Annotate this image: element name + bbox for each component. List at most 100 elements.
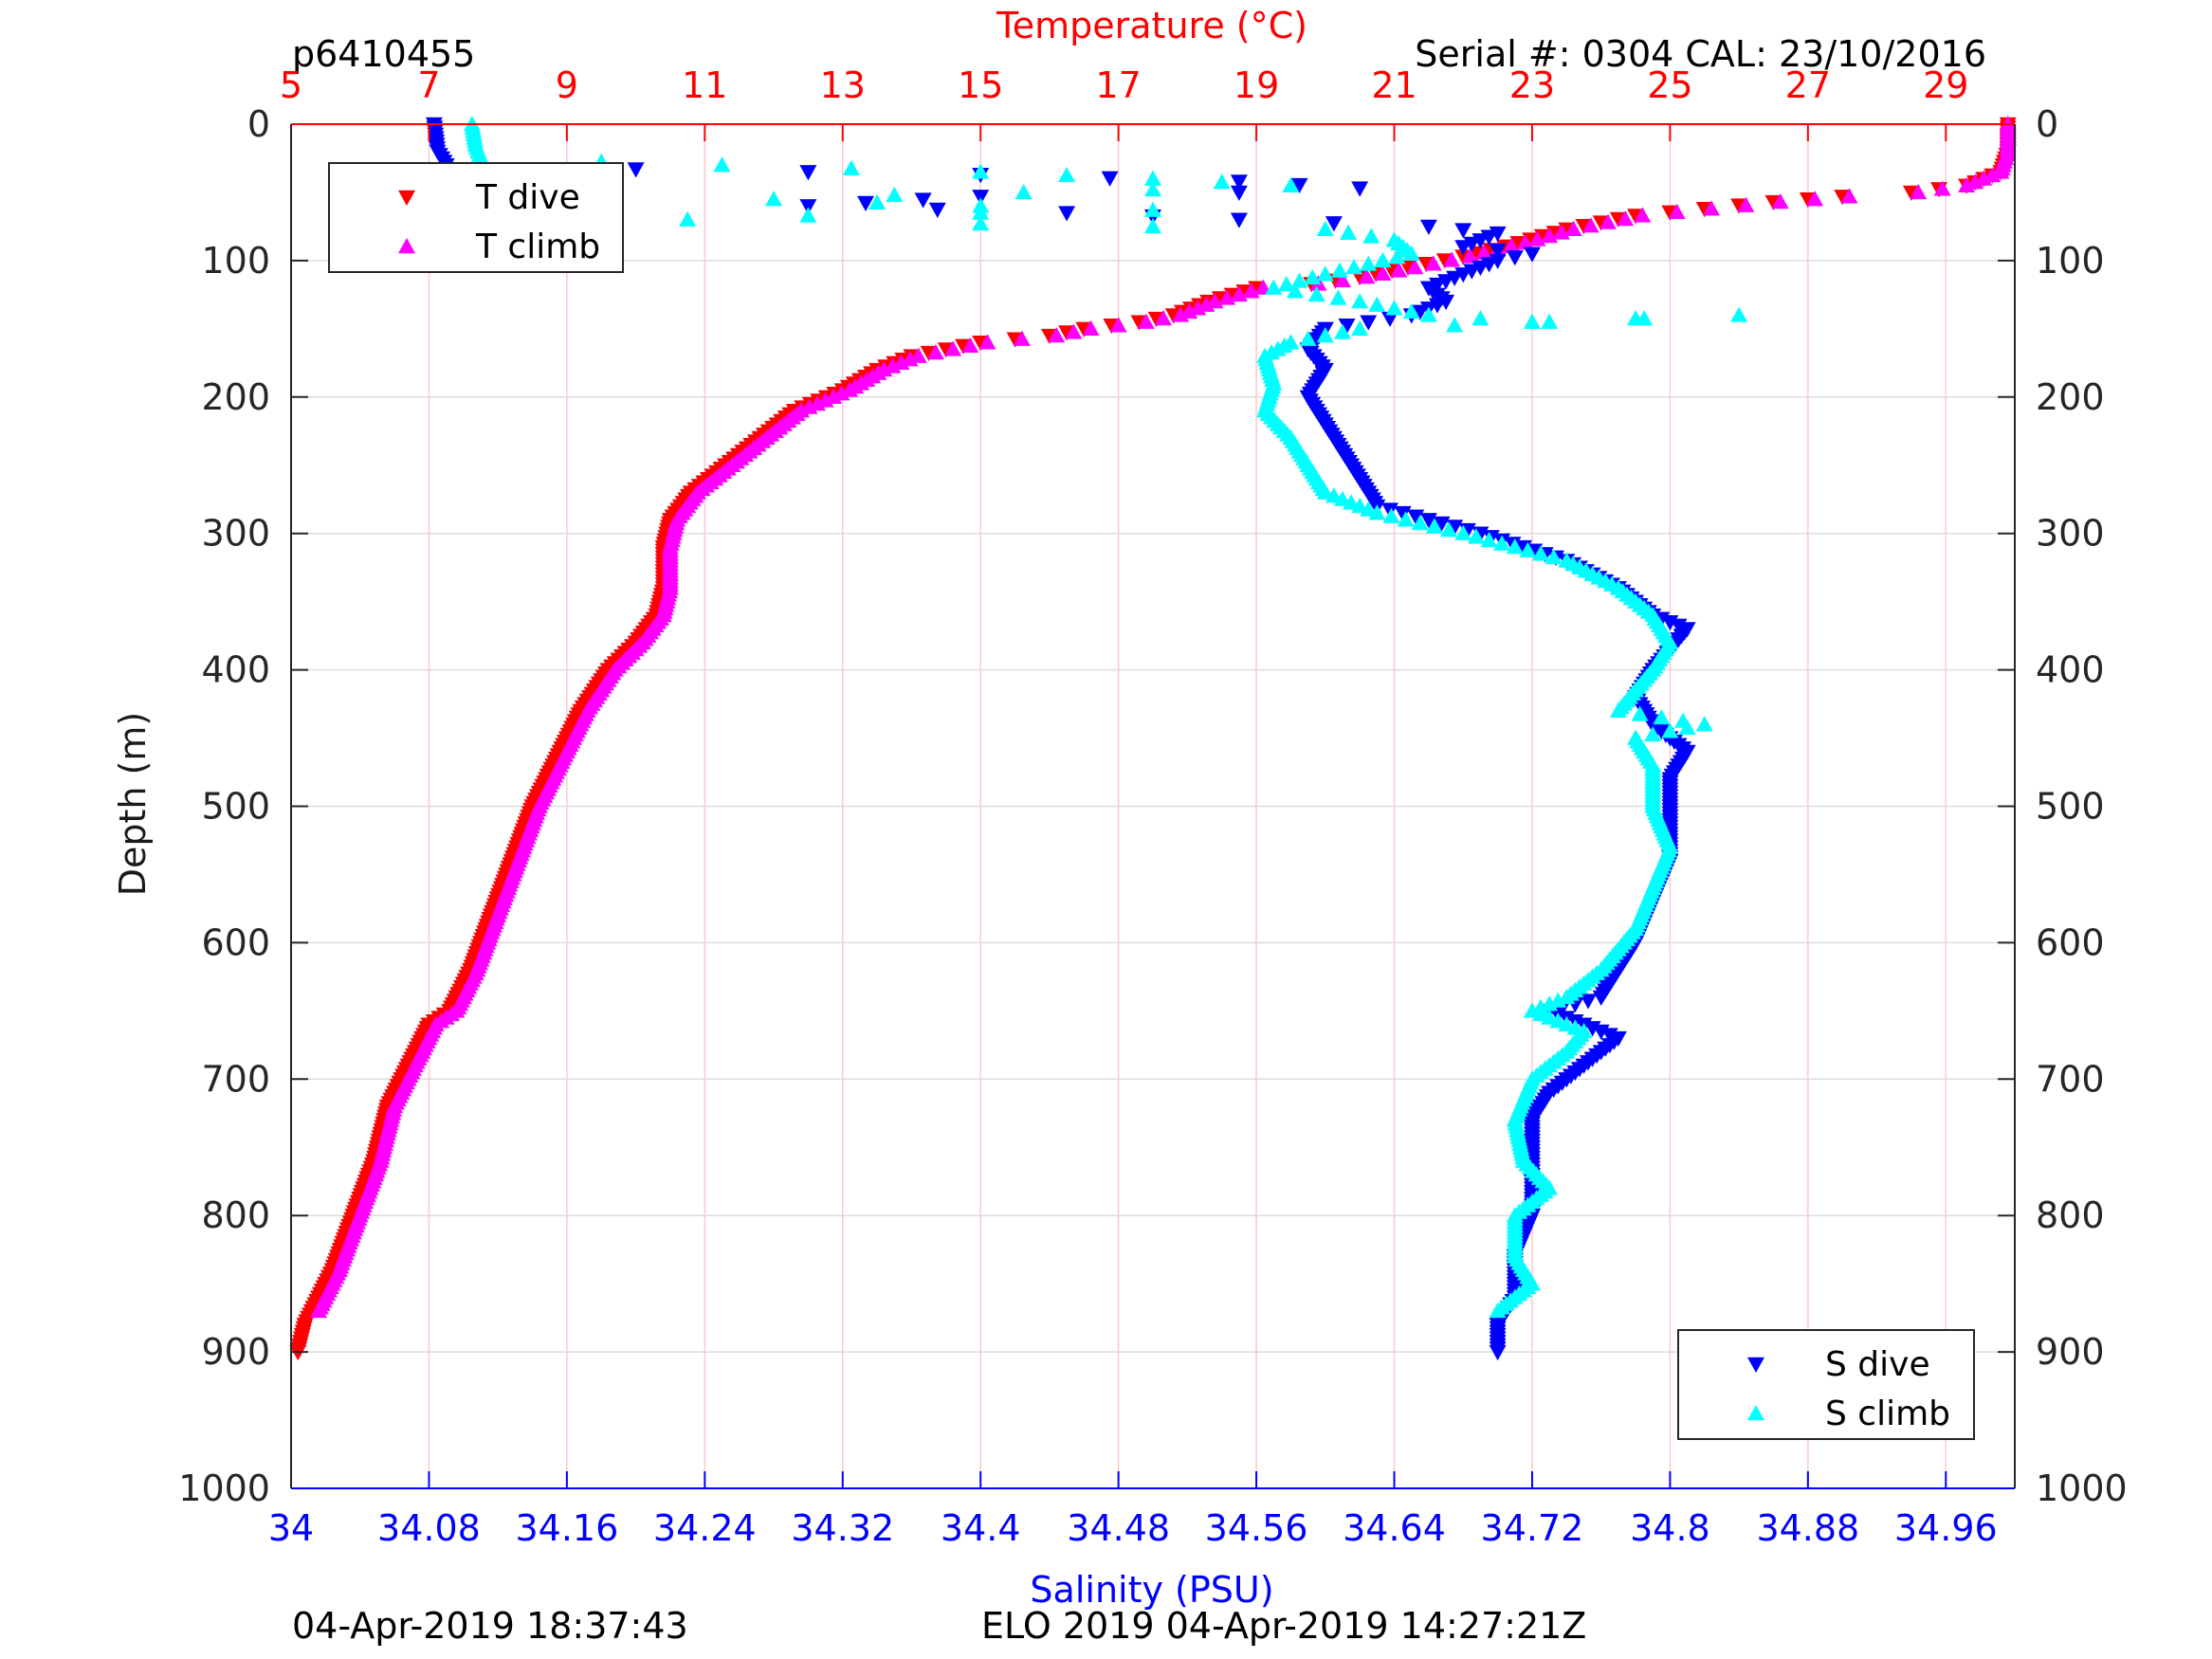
data-point-s_climb xyxy=(1467,528,1485,544)
data-point-t_climb xyxy=(1516,234,1534,250)
depth-tick-label-right: 900 xyxy=(2036,1331,2105,1373)
data-point-s_climb xyxy=(1351,293,1369,309)
data-point-t_climb xyxy=(1082,319,1100,337)
depth-tick-label: 400 xyxy=(201,649,270,691)
data-point-t_climb xyxy=(926,344,944,360)
data-point-t_climb xyxy=(1242,283,1260,299)
data-point-s_climb xyxy=(1489,1302,1507,1319)
data-point-s_climb xyxy=(1299,330,1317,346)
data-point-s_climb xyxy=(1480,531,1498,548)
axes-frame xyxy=(290,123,2016,1489)
temperature-tick-label: 5 xyxy=(280,64,302,106)
data-point-t_climb xyxy=(310,1302,328,1319)
data-point-t_climb xyxy=(1461,247,1479,264)
data-point-t_climb xyxy=(1933,180,1951,196)
data-point-t_climb xyxy=(1374,264,1392,282)
data-point-s_dive xyxy=(1360,315,1378,331)
depth-tick-label: 600 xyxy=(201,921,270,963)
data-point-s_dive xyxy=(1230,212,1248,228)
data-point-s_climb xyxy=(972,215,990,231)
data-point-s_climb xyxy=(1316,327,1334,343)
temperature-tick-label: 25 xyxy=(1647,64,1692,106)
temperature-tick-label: 7 xyxy=(417,64,440,106)
temperature-tick-label: 15 xyxy=(958,64,1003,106)
temperature-tick-label: 27 xyxy=(1785,64,1831,106)
data-point-s_dive xyxy=(1433,516,1451,532)
data-point-s_climb xyxy=(1144,201,1161,217)
data-point-s_dive xyxy=(1506,250,1524,266)
series-s_climb xyxy=(463,116,1748,1319)
data-point-s_dive xyxy=(1325,216,1343,232)
data-point-s_climb xyxy=(1265,279,1283,295)
data-point-s_climb xyxy=(1144,217,1161,234)
data-point-s_climb xyxy=(1144,170,1161,186)
depth-tick-label: 300 xyxy=(201,513,270,555)
data-point-s_climb xyxy=(1523,313,1541,329)
series-t_climb xyxy=(310,116,2017,1319)
data-point-s_climb xyxy=(1402,302,1420,319)
data-point-t_climb xyxy=(1475,244,1493,261)
data-point-s_dive xyxy=(1351,181,1369,197)
data-point-s_dive xyxy=(1419,219,1437,235)
data-point-t_climb xyxy=(1806,191,1824,207)
data-point-s_dive xyxy=(1489,243,1507,260)
tick-labels: 0 0 100 100 200 200 300 300 400 400 500 500 600 600 70… xyxy=(178,64,2127,1549)
data-point-t_climb xyxy=(1958,176,1976,192)
data-point-s_climb xyxy=(679,210,697,227)
data-point-s_climb xyxy=(1368,296,1386,312)
temperature-tick-label: 11 xyxy=(682,64,727,106)
depth-tick-label: 200 xyxy=(201,376,270,418)
data-point-s_dive xyxy=(1419,513,1437,529)
data-point-s_climb xyxy=(1402,245,1420,261)
data-point-s_climb xyxy=(1282,176,1300,192)
data-point-t_climb xyxy=(1703,200,1721,216)
data-point-s_dive xyxy=(1489,1344,1507,1361)
data-point-t_climb xyxy=(1048,327,1066,343)
data-point-s_dive xyxy=(1394,505,1412,522)
data-point-s_dive xyxy=(857,195,874,211)
salinity-tick-label: 34.8 xyxy=(1630,1507,1710,1549)
data-point-s_climb xyxy=(1419,306,1437,322)
data-point-s_climb xyxy=(1316,220,1334,237)
data-point-s_climb xyxy=(1440,521,1458,538)
data-point-t_climb xyxy=(1581,217,1600,233)
footer-mission: ELO 2019 04-Apr-2019 14:27:21Z xyxy=(981,1605,1586,1647)
temperature-tick-label: 21 xyxy=(1371,64,1417,106)
depth-tick-label: 1000 xyxy=(178,1468,270,1509)
data-point-s_climb xyxy=(1636,310,1654,326)
data-point-t_climb xyxy=(1218,289,1236,305)
salinity-tick-label: 34.72 xyxy=(1481,1507,1584,1549)
axis-title-depth: Depth (m) xyxy=(112,712,154,897)
data-point-s_climb xyxy=(1340,224,1358,240)
legend-label-s_dive: S dive xyxy=(1825,1345,1930,1384)
data-point-s_dive xyxy=(1523,246,1541,263)
data-point-s_climb xyxy=(1411,514,1429,531)
data-point-s_dive xyxy=(1592,990,1610,1006)
data-point-s_dive xyxy=(1290,177,1308,194)
data-point-s_dive xyxy=(1101,171,1119,187)
data-point-s_climb xyxy=(842,159,860,175)
data-point-s_dive xyxy=(1338,319,1356,335)
salinity-tick-label: 34.16 xyxy=(515,1507,618,1549)
data-point-t_climb xyxy=(1333,271,1351,287)
data-point-s_climb xyxy=(1678,719,1696,735)
data-point-t_climb xyxy=(1737,196,1755,212)
data-point-t_climb xyxy=(1634,207,1652,223)
data-point-t_climb xyxy=(1599,213,1617,229)
temperature-tick-label: 19 xyxy=(1234,64,1279,106)
salinity-tick-label: 34 xyxy=(268,1507,314,1549)
salinity-tick-label: 34.4 xyxy=(941,1507,1021,1549)
data-point-s_climb xyxy=(1644,725,1662,742)
depth-tick-label: 700 xyxy=(201,1058,270,1100)
data-point-s_climb xyxy=(1446,317,1464,333)
profile-id: p6410455 xyxy=(292,33,475,75)
data-point-s_dive xyxy=(1058,206,1076,222)
data-point-s_climb xyxy=(1653,708,1671,725)
data-point-t_climb xyxy=(1154,310,1172,326)
legend-label-t_dive: T dive xyxy=(475,178,580,217)
data-point-t_climb xyxy=(1771,193,1789,210)
data-point-s_climb xyxy=(1661,722,1679,738)
data-point-s_climb xyxy=(471,149,489,166)
depth-tick-label: 100 xyxy=(201,240,270,282)
data-point-t_climb xyxy=(1358,268,1376,284)
